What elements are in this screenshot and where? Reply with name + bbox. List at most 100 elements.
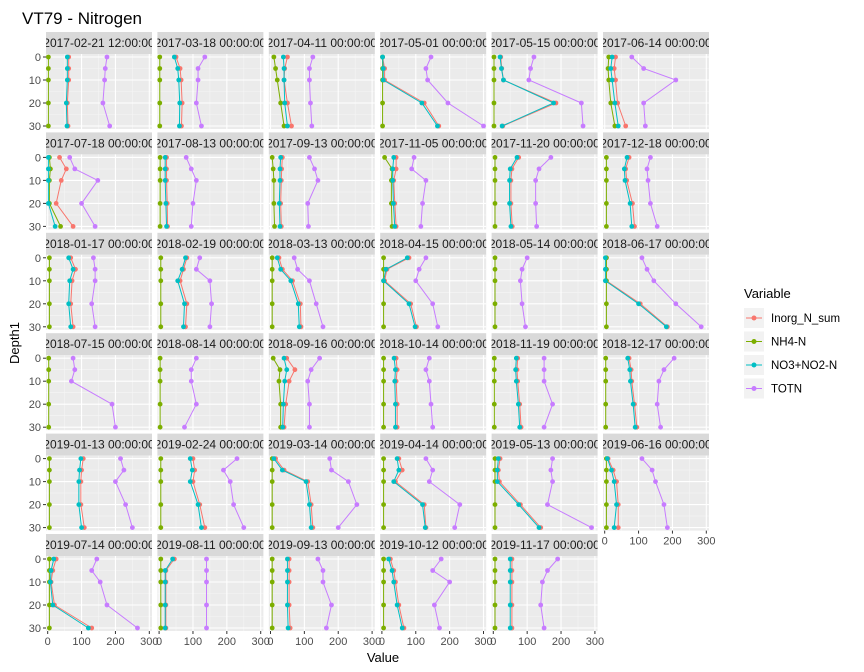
data-point-totn [190,201,196,206]
data-point-no3-no2-n [162,579,168,585]
data-point-totn [541,355,547,361]
facet-strip-label: 2019-09-13 00:00:00 [266,538,378,552]
data-point-totn [199,123,204,129]
facet-strip [46,433,152,456]
data-point-no3-no2-n [189,467,195,473]
data-point-no3-no2-n [494,479,500,484]
data-point-no3-no2-n [508,224,514,229]
data-point-no3-no2-n [391,479,397,484]
data-point-no3-no2-n [507,556,513,562]
data-point-totn [517,278,523,284]
data-point-no3-no2-n [50,602,56,608]
data-point-totn [69,378,74,384]
data-point-nh4-n [491,54,497,60]
facet-strip-label: 2019-06-16 00:00:00 [600,438,712,452]
data-point-no3-no2-n [308,525,314,530]
data-point-totn [548,467,554,473]
data-point-no3-no2-n [513,355,519,361]
data-point-nh4-n [492,568,498,573]
data-point-totn [241,525,247,530]
data-point-totn [430,301,436,307]
data-point-totn [308,100,313,106]
data-point-nh4-n [46,424,52,430]
data-point-nh4-n [272,224,277,229]
data-point-totn [307,77,312,83]
facet-strip-label: 2017-03-18 00:00:00 [155,36,267,50]
data-point-nh4-n [492,201,498,206]
facet-panel-2017-12-18-00-00-00: 2017-12-18 00:00:00 [603,132,709,230]
data-point-nh4-n [491,367,497,373]
data-point-nh4-n [380,123,385,129]
facet-panel-2019-08-11-00-00-00: 2019-08-11 00:00:00 0 100 200 300 [156,534,270,648]
data-point-totn [204,568,209,573]
data-point-totn [309,123,315,129]
data-point-totn [109,401,115,407]
data-point-totn [193,266,199,272]
data-point-no3-no2-n [175,278,181,284]
data-point-nh4-n [46,378,52,384]
data-point-nh4-n [157,66,163,71]
x-tick-label: 300 [586,636,604,648]
data-point-no3-no2-n [187,479,193,484]
data-point-nh4-n [491,100,497,106]
y-tick-label: 20 [29,299,41,311]
data-point-totn [188,367,194,373]
data-point-totn [423,178,429,183]
x-tick-label: 100 [629,536,647,548]
data-point-totn [320,579,326,585]
data-point-no3-no2-n [412,324,418,330]
data-point-nh4-n [271,201,277,206]
data-point-totn [426,479,432,484]
data-point-nh4-n [381,324,386,330]
data-point-totn [413,278,419,284]
data-point-totn [411,155,417,160]
data-point-totn [642,123,648,129]
data-point-nh4-n [492,255,498,261]
x-tick-label: 0 [490,636,496,648]
data-point-nh4-n [46,525,52,530]
data-point-no3-no2-n [182,301,187,307]
data-point-no3-no2-n [406,301,412,307]
data-point-nh4-n [45,100,51,106]
data-point-totn [550,479,555,484]
data-point-nh4-n [46,255,52,261]
data-point-no3-no2-n [380,66,386,71]
data-point-totn [305,201,311,206]
data-point-no3-no2-n [183,255,188,261]
y-axis-title: Depth1 [7,322,22,364]
y-tick-label: 0 [35,454,41,466]
data-point-nh4-n [158,301,164,307]
data-point-totn [431,602,437,608]
data-point-totn [481,123,486,129]
data-point-totn [644,166,650,172]
data-point-totn [100,100,106,106]
data-point-totn [452,525,458,530]
data-point-nh4-n [269,556,275,562]
data-point-nh4-n [492,224,498,229]
data-point-nh4-n [269,579,275,585]
facet-panel-2018-02-19-00-00-00: 2018-02-19 00:00:00 [157,232,264,330]
data-point-totn [305,378,311,384]
facet-panel-2017-04-11-00-00-00: 2017-04-11 00:00:00 [268,32,375,129]
data-point-totn [221,467,226,473]
data-point-no3-no2-n [536,525,542,530]
data-point-totn [533,178,539,183]
data-point-totn [193,100,199,106]
data-point-inorg-n-sum [399,467,405,473]
data-point-no3-no2-n [513,378,519,384]
data-point-no3-no2-n [609,77,615,83]
data-point-no3-no2-n [276,201,282,206]
data-point-totn [335,525,341,530]
data-point-totn [92,278,98,284]
facet-strip [157,433,264,456]
data-point-totn [193,178,199,183]
facet-strip [157,32,264,54]
data-point-nh4-n [271,178,277,183]
data-point-totn [423,367,429,373]
data-point-no3-no2-n [628,378,633,384]
data-point-no3-no2-n [162,155,168,160]
data-point-totn [72,367,78,373]
data-point-totn [307,424,312,430]
data-point-nh4-n [381,424,386,430]
x-tick-label: 200 [663,536,681,548]
